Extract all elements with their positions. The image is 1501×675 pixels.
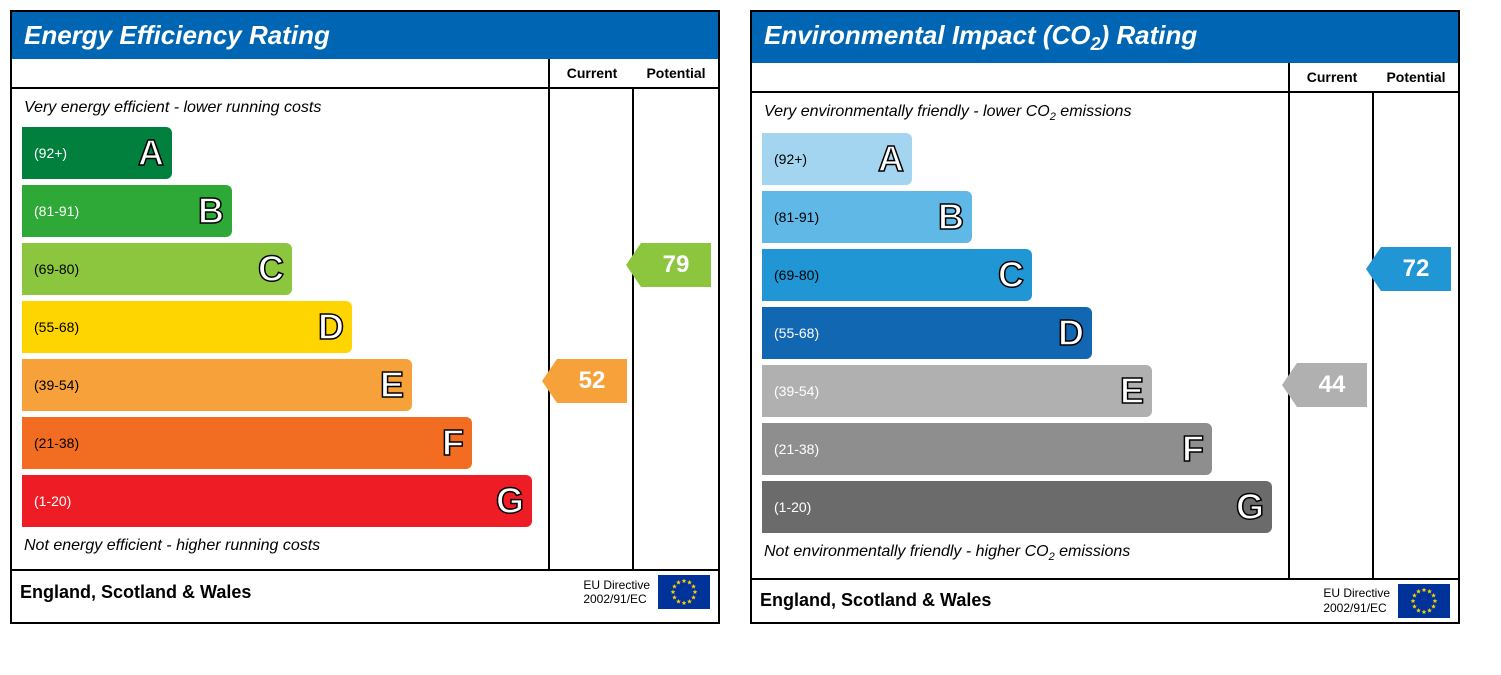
eu-directive: EU Directive2002/91/EC [1323,586,1390,615]
band-range: (1-20) [762,499,811,515]
band-range: (69-80) [22,261,79,277]
band-e: (39-54) E [762,365,1152,417]
band-c: (69-80) C [22,243,292,295]
header-potential: Potential [634,59,718,87]
chart-body: Very environmentally friendly - lower CO… [752,93,1458,577]
header-row: CurrentPotential [752,63,1458,93]
environmental-impact-chart: Environmental Impact (CO2) RatingCurrent… [750,10,1460,624]
band-range: (39-54) [762,383,819,399]
band-d: (55-68) D [762,307,1092,359]
band-letter: E [1120,370,1144,412]
band-letter: G [496,480,524,522]
directive-line1: EU Directive [583,578,650,592]
header-current: Current [1290,63,1374,91]
bands-area: Very environmentally friendly - lower CO… [752,93,1290,577]
potential-column: 72 [1374,93,1458,577]
chart-title: Environmental Impact (CO2) Rating [752,12,1458,63]
directive-line2: 2002/91/EC [1323,601,1390,615]
band-e: (39-54) E [22,359,412,411]
band-letter: E [380,364,404,406]
band-g: (1-20) G [762,481,1272,533]
band-range: (1-20) [22,493,71,509]
band-letter: B [198,190,224,232]
directive-line1: EU Directive [1323,586,1390,600]
band-letter: C [258,248,284,290]
current-column: 52 [550,89,634,569]
band-range: (92+) [22,145,67,161]
eu-flag-icon [658,575,710,609]
band-a: (92+) A [762,133,912,185]
marker-value: 44 [1319,371,1346,399]
current-marker: 44 [1297,363,1367,407]
band-letter: D [1058,312,1084,354]
marker-value: 79 [663,251,690,279]
header-current: Current [550,59,634,87]
eu-flag-icon [1398,584,1450,618]
region-label: England, Scotland & Wales [760,590,1323,611]
band-range: (81-91) [22,203,79,219]
top-description: Very environmentally friendly - lower CO… [764,103,1278,123]
band-letter: F [442,422,464,464]
chart-body: Very energy efficient - lower running co… [12,89,718,569]
band-c: (69-80) C [762,249,1032,301]
header-potential: Potential [1374,63,1458,91]
band-range: (39-54) [22,377,79,393]
band-range: (21-38) [22,435,79,451]
bands-area: Very energy efficient - lower running co… [12,89,550,569]
bottom-description: Not environmentally friendly - higher CO… [764,543,1278,563]
header-spacer [12,59,550,87]
band-letter: C [998,254,1024,296]
header-row: CurrentPotential [12,59,718,89]
potential-marker: 79 [641,243,711,287]
band-letter: F [1182,428,1204,470]
band-range: (81-91) [762,209,819,225]
header-spacer [752,63,1290,91]
band-d: (55-68) D [22,301,352,353]
band-letter: D [318,306,344,348]
band-f: (21-38) F [22,417,472,469]
band-letter: B [938,196,964,238]
band-b: (81-91) B [22,185,232,237]
band-f: (21-38) F [762,423,1212,475]
band-range: (55-68) [762,325,819,341]
band-b: (81-91) B [762,191,972,243]
band-range: (69-80) [762,267,819,283]
band-range: (21-38) [762,441,819,457]
current-marker: 52 [557,359,627,403]
band-g: (1-20) G [22,475,532,527]
region-label: England, Scotland & Wales [20,582,583,603]
current-column: 44 [1290,93,1374,577]
bottom-description: Not energy efficient - higher running co… [24,537,538,555]
chart-footer: England, Scotland & WalesEU Directive200… [752,578,1458,622]
band-range: (55-68) [22,319,79,335]
eu-directive: EU Directive2002/91/EC [583,578,650,607]
band-range: (92+) [762,151,807,167]
marker-value: 72 [1403,255,1430,283]
directive-line2: 2002/91/EC [583,592,650,606]
chart-title: Energy Efficiency Rating [12,12,718,59]
energy-efficiency-chart: Energy Efficiency RatingCurrentPotential… [10,10,720,624]
chart-footer: England, Scotland & WalesEU Directive200… [12,569,718,613]
potential-marker: 72 [1381,247,1451,291]
top-description: Very energy efficient - lower running co… [24,99,538,117]
band-letter: A [138,132,164,174]
marker-value: 52 [579,367,606,395]
band-letter: G [1236,486,1264,528]
band-letter: A [878,138,904,180]
potential-column: 79 [634,89,718,569]
band-a: (92+) A [22,127,172,179]
